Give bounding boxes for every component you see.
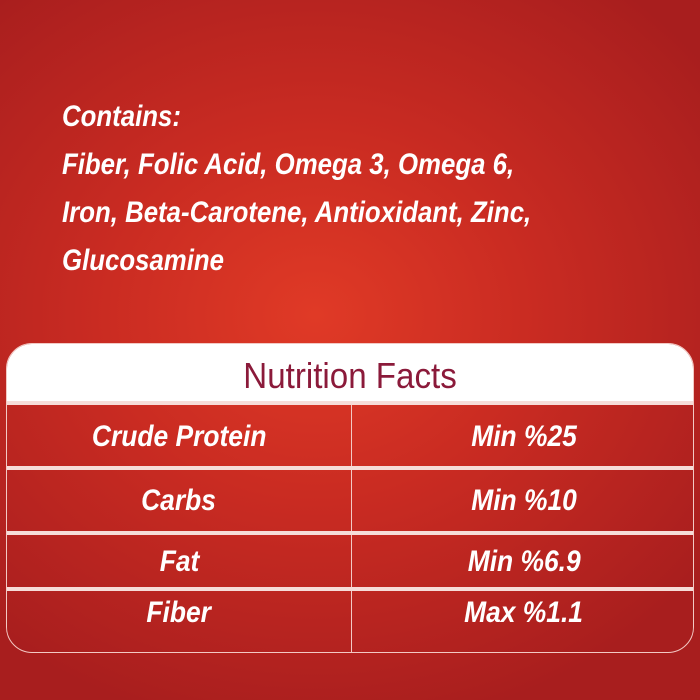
nutrition-facts-title: Nutrition Facts bbox=[7, 344, 693, 403]
nutrient-value: Min %10 bbox=[352, 470, 693, 532]
nutrient-name: Fiber bbox=[7, 591, 352, 652]
contains-line: Glucosamine bbox=[62, 244, 225, 277]
nutrient-value-text: Min %6.9 bbox=[467, 544, 581, 578]
nutrient-value: Max %1.1 bbox=[352, 591, 693, 652]
contains-line: Iron, Beta-Carotene, Antioxidant, Zinc, bbox=[62, 196, 532, 229]
nutrient-value-text: Min %25 bbox=[471, 419, 577, 453]
table-row: Fat Min %6.9 bbox=[7, 531, 693, 588]
contains-line: Fiber, Folic Acid, Omega 3, Omega 6, bbox=[62, 148, 515, 181]
title-text: Nutrition Facts bbox=[243, 355, 457, 396]
nutrient-value-text: Max %1.1 bbox=[464, 595, 584, 629]
contains-heading: Contains: bbox=[62, 100, 181, 133]
table-row: Fiber Max %1.1 bbox=[7, 587, 693, 652]
contains-section: Contains: Fiber, Folic Acid, Omega 3, Om… bbox=[62, 93, 700, 285]
nutrient-name-text: Fat bbox=[159, 544, 199, 578]
nutrient-name-text: Fiber bbox=[146, 595, 212, 629]
nutrient-value-text: Min %10 bbox=[471, 484, 577, 517]
nutrient-name: Carbs bbox=[7, 470, 352, 532]
nutrient-name: Fat bbox=[7, 535, 352, 588]
table-row: Carbs Min %10 bbox=[7, 466, 693, 532]
nutrient-value: Min %6.9 bbox=[352, 535, 693, 588]
nutrition-facts-table: Nutrition Facts Crude Protein Min %25 Ca… bbox=[6, 343, 694, 653]
nutrient-name-text: Crude Protein bbox=[91, 419, 267, 453]
table-row: Crude Protein Min %25 bbox=[7, 401, 693, 468]
nutrient-name-text: Carbs bbox=[141, 484, 217, 517]
nutrient-value: Min %25 bbox=[352, 405, 693, 468]
nutrient-name: Crude Protein bbox=[7, 405, 352, 468]
